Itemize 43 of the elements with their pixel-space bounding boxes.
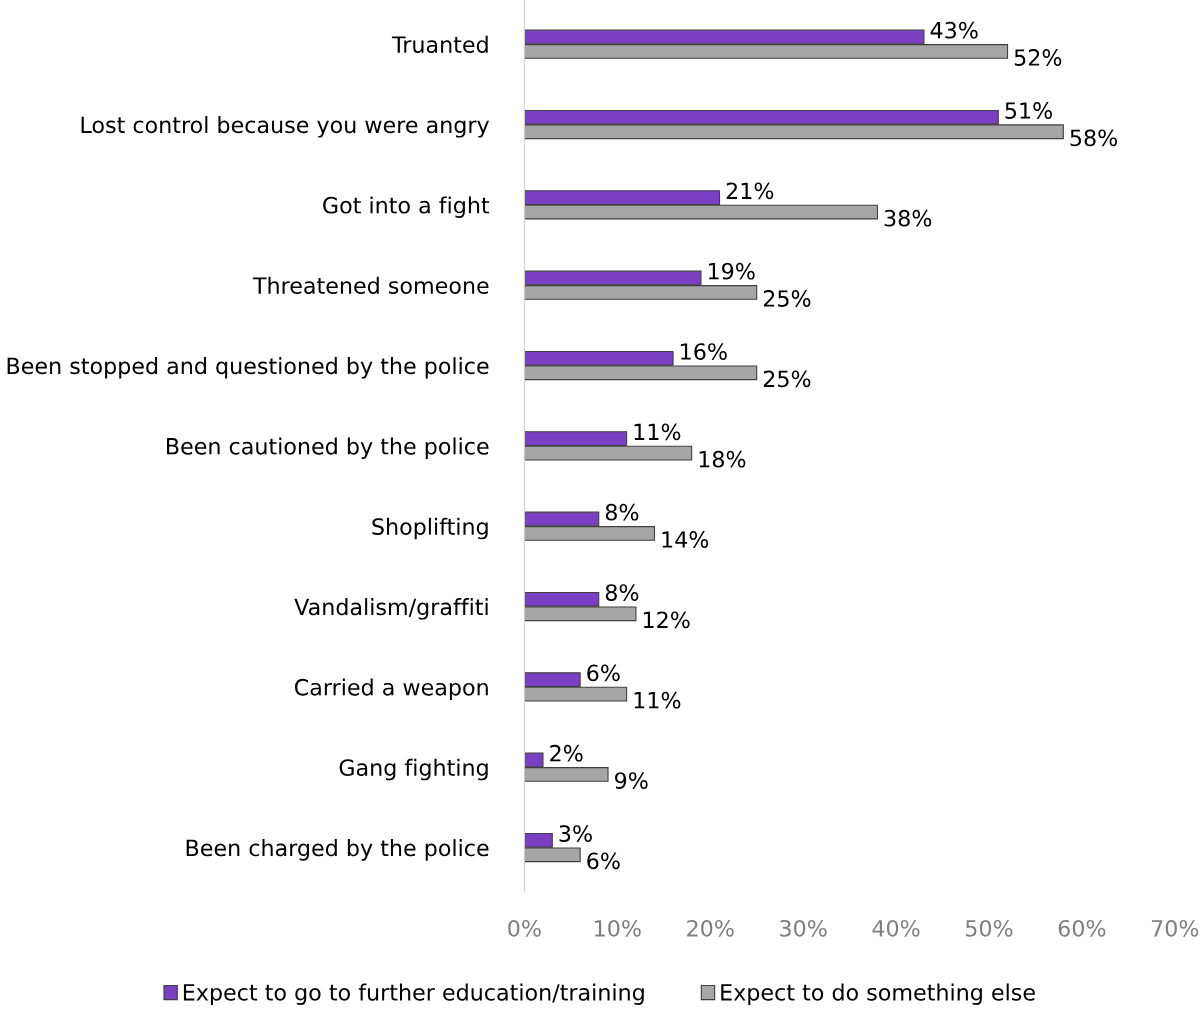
- y-tick-label: Carried a weapon: [294, 678, 488, 700]
- data-label: 6%: [587, 852, 620, 870]
- x-tick-label: 30%: [780, 919, 827, 937]
- data-label: 3%: [559, 825, 592, 842]
- data-label: 2%: [550, 744, 583, 762]
- data-label: 25%: [763, 290, 811, 307]
- data-label: 43%: [930, 21, 978, 39]
- data-label: 16%: [681, 343, 727, 360]
- x-tick-label: 40%: [872, 919, 920, 937]
- x-tick-label: 10%: [595, 919, 641, 937]
- legend-label: Expect to go to further education/training: [183, 983, 644, 1005]
- y-tick-label: Got into a fight: [323, 196, 490, 218]
- data-label: 9%: [615, 772, 648, 789]
- y-tick-label: Truanted: [391, 35, 488, 53]
- data-label: 51%: [1005, 102, 1052, 119]
- x-tick-label: 50%: [965, 919, 1013, 937]
- data-label: 11%: [634, 423, 681, 441]
- y-tick-label: Been cautioned by the police: [166, 437, 489, 459]
- y-tick-label: Gang fighting: [339, 758, 488, 781]
- data-label: 14%: [662, 531, 709, 548]
- data-label: 58%: [1070, 129, 1118, 147]
- data-label: 21%: [726, 182, 774, 200]
- x-tick-label: 20%: [687, 919, 734, 937]
- y-tick-label: Been stopped and questioned by the police: [7, 357, 489, 379]
- data-label: 8%: [605, 584, 639, 601]
- y-tick-label: Threatened someone: [252, 276, 489, 294]
- data-label: 19%: [708, 262, 755, 280]
- data-label: 38%: [884, 209, 932, 227]
- x-tick-label: 70%: [1151, 919, 1199, 937]
- y-tick-label: Vandalism/graffiti: [294, 598, 488, 620]
- data-label: 12%: [643, 611, 690, 629]
- legend-label: Expect to do something else: [721, 983, 1035, 1005]
- data-label: 6%: [587, 664, 620, 682]
- data-label: 18%: [699, 450, 746, 468]
- y-tick-label: Been charged by the police: [186, 839, 489, 861]
- data-label: 8%: [605, 503, 639, 521]
- data-label: 25%: [763, 370, 811, 388]
- x-tick-label: 0%: [508, 919, 541, 937]
- y-tick-label: Shoplifting: [372, 517, 488, 540]
- data-label: 11%: [634, 691, 681, 709]
- x-tick-label: 60%: [1058, 919, 1106, 937]
- y-tick-label: Lost control because you were angry: [81, 116, 490, 138]
- data-label: 52%: [1014, 49, 1062, 66]
